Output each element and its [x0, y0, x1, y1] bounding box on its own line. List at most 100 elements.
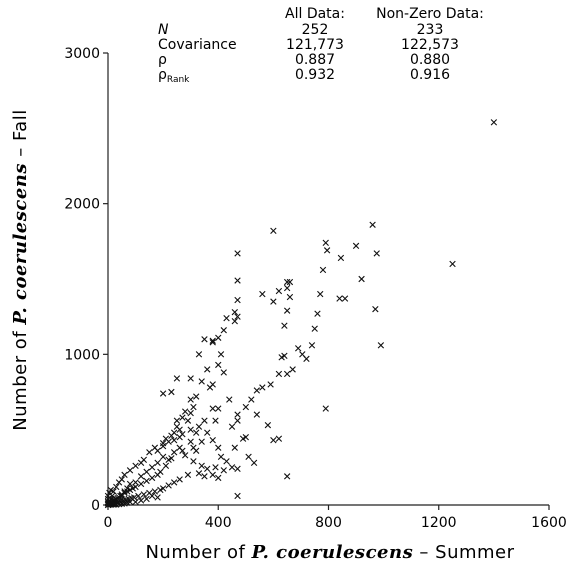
- data-point: [234, 411, 241, 418]
- data-point: [204, 366, 211, 373]
- data-point: [159, 440, 167, 447]
- data-point: [132, 479, 139, 486]
- data-point: [181, 452, 189, 459]
- data-point: [311, 325, 318, 332]
- axis-label-part: P. coerulescens: [10, 163, 31, 326]
- data-point: [228, 423, 236, 430]
- x-tick-label: 800: [315, 515, 342, 531]
- data-point: [234, 465, 241, 473]
- data-point: [154, 471, 161, 479]
- data-point: [267, 381, 274, 388]
- data-point: [195, 351, 203, 358]
- data-point: [201, 336, 208, 343]
- data-point: [234, 277, 241, 284]
- data-point: [170, 479, 178, 486]
- data-point: [231, 317, 238, 325]
- data-point: [198, 462, 205, 470]
- data-point: [140, 491, 148, 498]
- data-point: [168, 432, 175, 439]
- data-point: [275, 287, 283, 295]
- data-point: [275, 435, 283, 442]
- x-tick-label: 1600: [531, 515, 567, 531]
- data-point: [286, 293, 294, 301]
- data-point: [184, 471, 192, 479]
- data-point: [283, 307, 291, 314]
- data-point: [126, 480, 134, 488]
- data-point: [113, 483, 120, 491]
- data-point: [283, 284, 291, 292]
- stats-table: All Data: Non-Zero Data: N 252 233 Covariance…: [158, 6, 484, 85]
- data-point: [179, 414, 186, 421]
- stats-col-header: All Data:: [285, 6, 345, 22]
- data-point: [286, 278, 294, 286]
- data-point: [220, 327, 227, 334]
- data-point: [314, 310, 321, 317]
- stats-row-label: ρ: [158, 52, 167, 68]
- data-point: [187, 438, 194, 445]
- data-point: [118, 500, 125, 507]
- data-point: [162, 462, 170, 470]
- data-point: [176, 476, 183, 483]
- data-point: [217, 453, 225, 460]
- data-point: [159, 390, 167, 397]
- tick-labels: 0 400 800 1200 1600 0 1000 2000 3000: [64, 46, 566, 531]
- data-point: [209, 437, 216, 444]
- data-point: [187, 426, 194, 433]
- axis-label-part: Number of: [10, 325, 31, 431]
- data-point: [215, 405, 222, 412]
- data-point: [253, 387, 261, 394]
- data-point: [323, 247, 331, 254]
- data-point: [184, 417, 192, 424]
- data-point: [154, 459, 161, 467]
- data-point: [220, 369, 227, 376]
- data-point: [270, 437, 277, 444]
- data-point: [231, 444, 238, 451]
- data-point: [242, 434, 250, 441]
- data-point: [181, 408, 189, 415]
- data-point: [234, 492, 241, 500]
- data-point: [377, 342, 385, 349]
- data-point: [283, 370, 291, 378]
- data-point: [201, 473, 208, 480]
- data-point: [176, 444, 183, 451]
- data-point: [168, 455, 175, 462]
- data-point: [449, 260, 456, 268]
- y-tick-label: 1000: [64, 347, 100, 363]
- data-point: [176, 426, 183, 433]
- data-point: [264, 421, 272, 429]
- data-point: [143, 477, 150, 485]
- data-point: [126, 467, 134, 474]
- data-point: [217, 351, 225, 358]
- data-point: [190, 458, 197, 465]
- stats-row-label: N: [158, 22, 169, 38]
- data-point: [212, 417, 219, 424]
- stats-value: 122,573: [401, 37, 459, 53]
- data-point: [148, 464, 156, 471]
- stats-value: 0.916: [410, 67, 450, 83]
- data-point: [231, 308, 238, 316]
- y-tick-label: 3000: [64, 46, 100, 62]
- data-point: [148, 474, 156, 482]
- axis-label-part: P. coerulescens: [251, 542, 414, 563]
- data-point: [278, 354, 285, 361]
- data-point: [281, 322, 288, 329]
- data-point: [259, 384, 266, 391]
- data-point: [215, 444, 222, 451]
- data-point: [198, 438, 205, 445]
- rank-subscript: Rank: [167, 75, 190, 85]
- data-point: [248, 396, 255, 403]
- stats-value: 252: [302, 22, 329, 38]
- data-point: [187, 396, 194, 403]
- data-point: [162, 435, 170, 442]
- data-point: [110, 500, 118, 507]
- stats-value: 0.932: [295, 67, 335, 83]
- y-axis-label: Number of P. coerulescens – Fall: [10, 109, 31, 430]
- data-point: [322, 239, 329, 247]
- data-point: [126, 498, 134, 506]
- data-point: [242, 403, 250, 411]
- axis-label-part: – Summer: [413, 542, 514, 563]
- data-point: [372, 305, 379, 313]
- data-point: [151, 488, 159, 495]
- data-point: [137, 473, 145, 480]
- data-point: [490, 119, 498, 126]
